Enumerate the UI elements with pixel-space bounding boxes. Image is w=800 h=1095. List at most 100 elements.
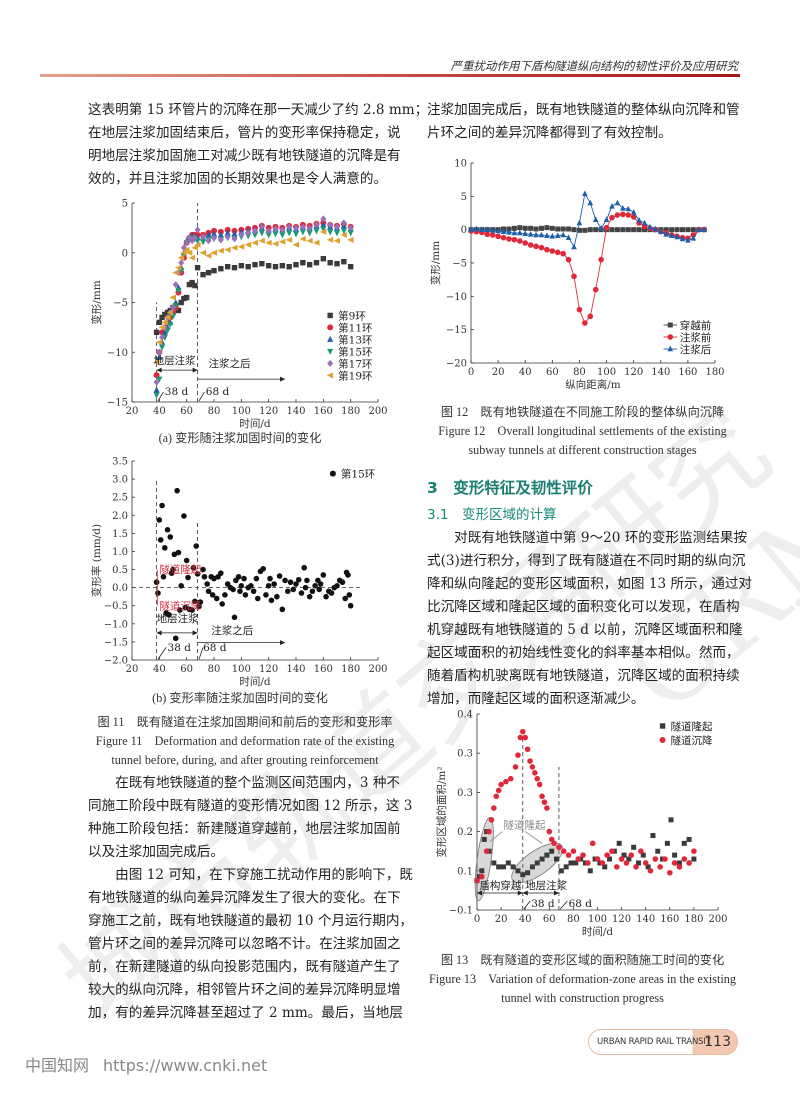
y-tick-label: 3.0	[112, 475, 128, 486]
data-point	[158, 324, 166, 331]
right-top-text: 注浆加固完成后，既有地铁隧道的整体纵向沉降和管 片环之间的差异沉降都得到了有效控制…	[427, 99, 740, 145]
data-point	[549, 248, 556, 254]
data-point	[560, 250, 566, 257]
data-point	[511, 225, 517, 231]
subsection-heading: 3.1 变形区域的计算	[427, 507, 557, 523]
data-point	[544, 852, 550, 858]
data-point	[568, 860, 574, 866]
data-point	[328, 590, 335, 596]
data-point	[183, 239, 190, 247]
cnki-url[interactable]: https://www.cnki.net	[103, 1056, 268, 1075]
data-point	[554, 249, 561, 256]
x-tick-label: 160	[678, 367, 697, 378]
data-point	[238, 583, 245, 589]
data-point	[340, 228, 347, 235]
data-point	[587, 868, 593, 874]
fig11-caption-cn: 图 11 既有隧道在注浆加固期间和前后的变形和变形率	[97, 715, 393, 729]
data-point	[681, 840, 687, 846]
data-point	[231, 230, 238, 237]
data-point	[538, 225, 544, 231]
legend-label: 第15环	[341, 468, 375, 481]
data-point	[589, 840, 596, 847]
data-point	[621, 852, 627, 858]
data-point	[170, 303, 176, 311]
legend-entry: 隧道沉降	[659, 734, 713, 747]
zone-pointer	[490, 831, 503, 842]
data-point	[209, 592, 216, 598]
data-point	[153, 386, 160, 393]
data-point	[493, 793, 500, 800]
legend-label: 第17环	[338, 357, 372, 370]
grouting-span-arrow-tail	[522, 890, 528, 896]
data-point	[162, 311, 168, 318]
stage-label-grouting: 地层注浆	[154, 354, 196, 367]
data-point	[320, 221, 327, 228]
data-point	[690, 227, 696, 233]
data-point	[587, 313, 594, 320]
data-point	[200, 271, 206, 278]
data-point	[484, 231, 491, 238]
fig11a-chart: 20 40 60 80 100 120 140 160 180 200 −15 −10 −5 0 5 时间/d…	[90, 199, 388, 431]
y-tick-label: 0.4	[457, 710, 473, 721]
data-point	[224, 263, 231, 270]
right-mid-text: 对既有地铁隧道中第 9～20 环的变形监测结果按 式(3)进行积分，得到了既有隧道…	[427, 527, 752, 711]
data-point	[235, 573, 242, 580]
data-point	[657, 864, 663, 870]
data-point	[306, 261, 313, 268]
y-axis-title: 变形区域的面积/m²	[435, 766, 448, 857]
data-point	[181, 513, 187, 519]
data-point	[517, 734, 524, 741]
data-point	[701, 226, 707, 232]
x-tick-label: 100	[232, 664, 251, 675]
stage-label-grouting: 地层注浆	[157, 612, 199, 625]
y-axis-title: 变形/mm	[90, 280, 103, 324]
data-point	[489, 232, 496, 238]
legend-entry: 隧道隆起	[659, 720, 713, 733]
legend-entry: 第11环	[327, 321, 373, 334]
data-point	[507, 775, 514, 782]
data-point	[272, 231, 279, 238]
text-line: 明地层注浆加固施工对减少既有地铁隧道的沉降是有	[88, 148, 401, 164]
data-point	[191, 244, 198, 251]
data-point	[194, 264, 201, 271]
data-point	[279, 606, 286, 613]
data-point	[671, 860, 678, 866]
grouting-span-arrow-head	[192, 630, 198, 636]
data-point	[205, 252, 212, 259]
text-line: 比沉降区域和隆起区域的面积变化可以发现，在盾构	[427, 599, 740, 615]
data-point	[679, 227, 685, 233]
series-隧道沉降	[474, 728, 697, 884]
data-point	[258, 223, 265, 231]
data-point	[164, 526, 171, 533]
data-point	[242, 592, 249, 598]
data-point	[285, 588, 291, 595]
data-point	[313, 239, 320, 246]
data-point	[555, 226, 561, 232]
data-point	[566, 226, 572, 232]
data-point	[570, 848, 577, 854]
x-tick-label: 140	[636, 914, 655, 925]
data-point	[230, 586, 236, 593]
data-point	[534, 775, 541, 782]
data-point	[267, 575, 273, 582]
data-point	[224, 229, 231, 236]
data-point	[156, 376, 163, 383]
data-point	[491, 860, 497, 866]
y-tick-label: 0	[461, 225, 467, 236]
data-point	[293, 224, 299, 232]
data-point	[252, 232, 258, 239]
data-point	[506, 229, 512, 235]
data-point	[248, 583, 254, 589]
data-point	[231, 235, 238, 243]
x-tick-label: 0	[468, 367, 474, 378]
data-point	[167, 321, 174, 328]
series-第15环	[153, 487, 354, 642]
data-point	[205, 269, 212, 276]
data-point	[323, 593, 329, 600]
fig12-caption-cn: 图 12 既有地铁隧道在不同施工阶段的整体纵向沉降	[440, 405, 725, 419]
data-point	[217, 247, 224, 254]
data-point	[316, 586, 323, 593]
data-point	[345, 572, 351, 578]
text-line: 同施工阶段中既有隧道的变形情况如图 12 所示，这 3	[88, 798, 413, 814]
text-line: 在地层注浆加固结束后，管片的变形率保持稳定，说	[88, 125, 401, 141]
